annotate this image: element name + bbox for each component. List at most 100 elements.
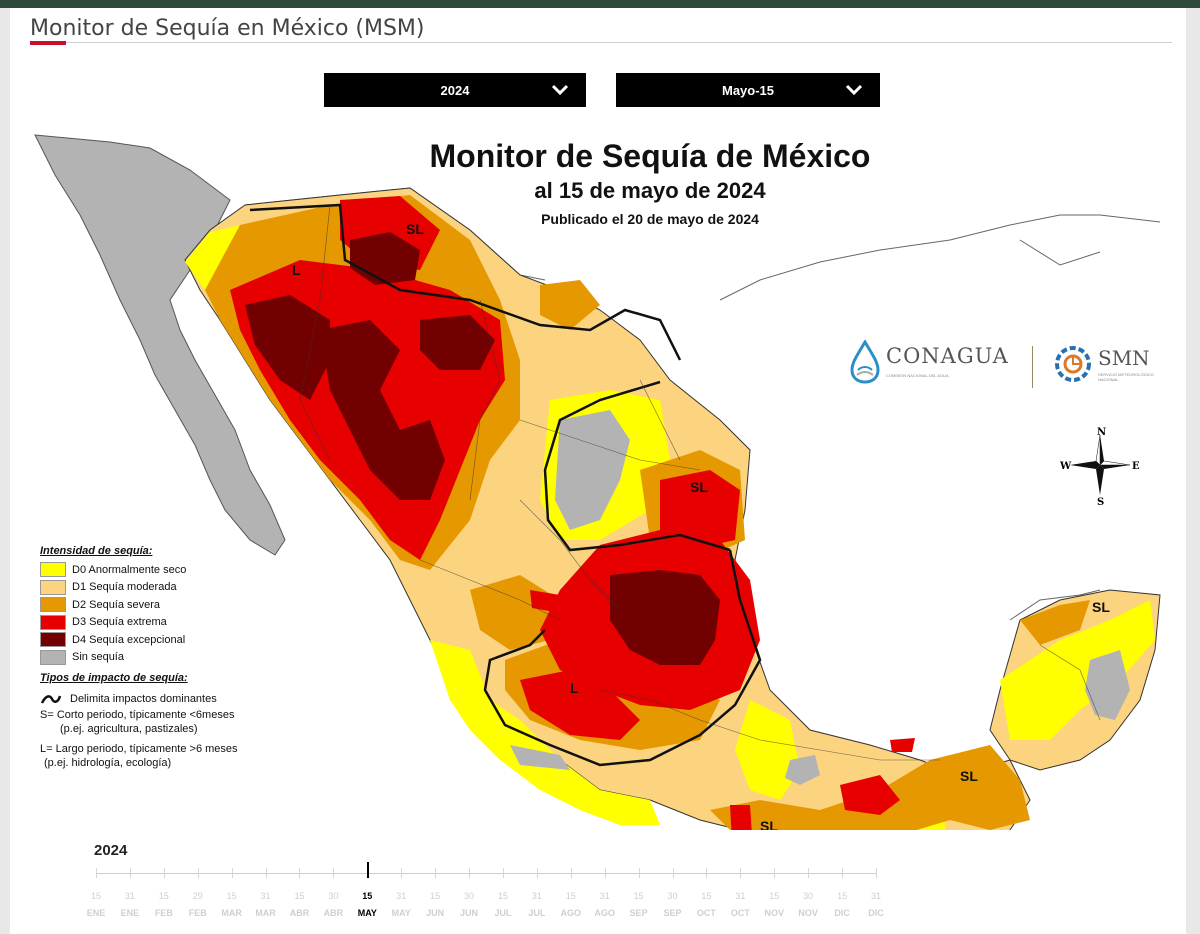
timeline-day[interactable]: 15 <box>565 891 576 901</box>
impact-boundary-icon <box>40 695 62 704</box>
timeline-month[interactable]: FEB <box>188 908 207 918</box>
timeline-month[interactable]: DIC <box>868 908 884 918</box>
timeline-day[interactable]: 15 <box>701 891 712 901</box>
timeline-tick[interactable] <box>197 868 199 878</box>
legend-label: D4 Sequía excepcional <box>72 633 186 646</box>
timeline-month[interactable]: JUL <box>528 908 546 918</box>
timeline-month[interactable]: ENE <box>86 908 106 918</box>
conagua-subtext: COMISIÓN NACIONAL DEL AGUA <box>886 373 949 378</box>
impact-label: L <box>570 680 579 696</box>
timeline-month[interactable]: JUN <box>460 908 479 918</box>
timeline-tick[interactable] <box>129 868 131 878</box>
timeline-month[interactable]: MAY <box>391 908 411 918</box>
timeline-tick[interactable] <box>333 868 335 878</box>
timeline-tick[interactable] <box>435 868 437 878</box>
timeline-day[interactable]: 31 <box>599 891 610 901</box>
timeline-day[interactable]: 15 <box>294 891 305 901</box>
legend-item-d3: D3 Sequía extrema <box>40 614 330 632</box>
map-title: Monitor de Sequía de México <box>429 138 871 174</box>
legend-swatch <box>40 632 66 648</box>
timeline-day[interactable]: 31 <box>531 891 542 901</box>
timeline-day[interactable]: 30 <box>667 891 678 901</box>
timeline-day[interactable]: 30 <box>328 891 339 901</box>
timeline-day[interactable]: 30 <box>464 891 475 901</box>
timeline-tick[interactable] <box>740 868 742 878</box>
top-bar <box>0 0 1200 8</box>
legend-impact-line: Delimita impactos dominantes <box>40 692 330 706</box>
timeline-month[interactable]: JUN <box>426 908 445 918</box>
impact-label: SL <box>960 768 978 784</box>
impact-boundaries <box>249 203 762 767</box>
legend-impact-line-text: Delimita impactos dominantes <box>70 693 217 705</box>
timeline-day[interactable]: 31 <box>870 891 881 901</box>
legend-swatch <box>40 562 66 578</box>
timeline-axis <box>96 873 876 874</box>
timeline-day[interactable]: 15 <box>633 891 644 901</box>
timeline-day[interactable]: 31 <box>124 891 135 901</box>
timeline-month[interactable]: FEB <box>154 908 173 918</box>
timeline-day[interactable]: 15 <box>362 891 373 901</box>
smn-emblem-icon <box>1055 346 1091 382</box>
timeline-month[interactable]: ENE <box>120 908 140 918</box>
timeline-day[interactable]: 15 <box>158 891 169 901</box>
timeline-month[interactable]: NOV <box>764 908 784 918</box>
title-accent <box>30 41 66 45</box>
timeline-day[interactable]: 31 <box>735 891 746 901</box>
timeline-month[interactable]: MAR <box>221 908 242 918</box>
legend-item-d2: D2 Sequía severa <box>40 596 330 614</box>
timeline-day[interactable]: 15 <box>90 891 101 901</box>
timeline-tick[interactable] <box>638 868 640 878</box>
year-select[interactable]: 2024 <box>324 73 586 107</box>
timeline-month[interactable]: OCT <box>730 908 750 918</box>
timeline-day[interactable]: 31 <box>260 891 271 901</box>
timeline-month[interactable]: NOV <box>798 908 818 918</box>
timeline-tick[interactable] <box>536 868 538 878</box>
timeline-tick[interactable] <box>570 868 572 878</box>
timeline-tick[interactable] <box>367 862 370 878</box>
legend-impact-title: Tipos de impacto de sequía: <box>40 672 188 684</box>
timeline-day[interactable]: 15 <box>837 891 848 901</box>
timeline-month[interactable]: DIC <box>834 908 850 918</box>
timeline-tick[interactable] <box>299 868 301 878</box>
timeline-tick[interactable] <box>672 868 674 878</box>
timeline-day[interactable]: 29 <box>192 891 203 901</box>
timeline-day[interactable]: 15 <box>769 891 780 901</box>
timeline-day[interactable]: 30 <box>803 891 814 901</box>
timeline-tick[interactable] <box>502 868 504 878</box>
timeline-month[interactable]: JUL <box>494 908 512 918</box>
timeline-day[interactable]: 31 <box>396 891 407 901</box>
period-select[interactable]: Mayo-15 <box>616 73 880 107</box>
timeline-tick[interactable] <box>876 868 877 878</box>
timeline-tick[interactable] <box>231 868 233 878</box>
timeline-month[interactable]: ABR <box>289 908 310 918</box>
timeline-tick[interactable] <box>401 868 403 878</box>
timeline-month[interactable]: AGO <box>560 908 582 918</box>
compass-icon: N S W E <box>1059 427 1140 508</box>
timeline-tick[interactable] <box>469 868 471 878</box>
timeline-month[interactable]: MAR <box>255 908 276 918</box>
legend-item-d4: D4 Sequía excepcional <box>40 631 330 649</box>
timeline-day[interactable]: 15 <box>497 891 508 901</box>
timeline-month[interactable]: OCT <box>696 908 716 918</box>
timeline-day[interactable]: 15 <box>226 891 237 901</box>
timeline-tick[interactable] <box>265 868 267 878</box>
timeline-tick[interactable] <box>604 868 606 878</box>
timeline-month[interactable]: SEP <box>663 908 682 918</box>
timeline-month[interactable]: ABR <box>323 908 344 918</box>
legend-label: Sin sequía <box>72 651 124 664</box>
left-edge <box>0 8 10 934</box>
timeline-tick[interactable] <box>774 868 776 878</box>
timeline-tick[interactable] <box>842 868 844 878</box>
chevron-down-icon <box>845 84 863 96</box>
impact-label: SL <box>760 818 778 830</box>
timeline-tick[interactable] <box>96 868 97 878</box>
timeline-tick[interactable] <box>163 868 165 878</box>
timeline-month[interactable]: AGO <box>594 908 615 918</box>
timeline-month[interactable]: MAY <box>357 908 377 918</box>
timeline-tick[interactable] <box>808 868 810 878</box>
timeline-month[interactable]: SEP <box>629 908 648 918</box>
legend-label: D2 Sequía severa <box>72 598 161 611</box>
timeline-day[interactable]: 15 <box>430 891 441 901</box>
compass-e: E <box>1132 461 1140 472</box>
timeline-tick[interactable] <box>706 868 708 878</box>
